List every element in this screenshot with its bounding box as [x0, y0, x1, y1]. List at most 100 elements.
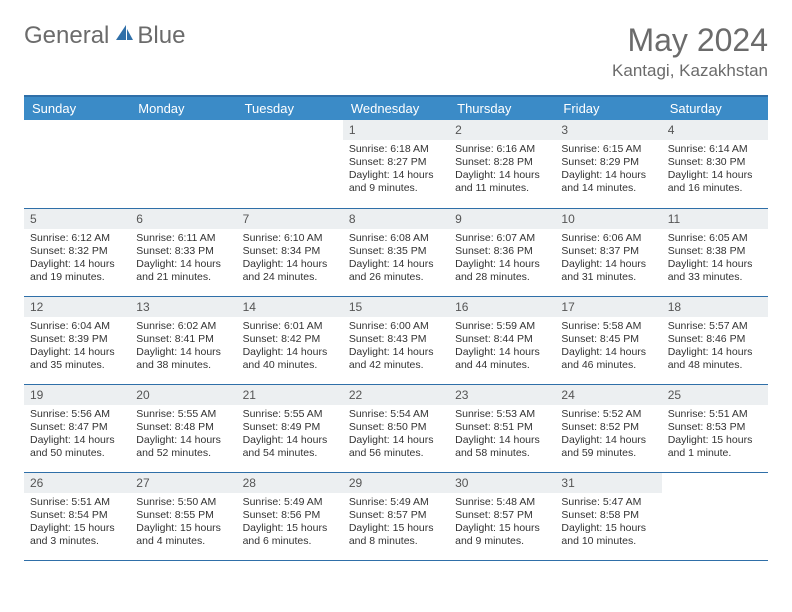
calendar-cell: 16Sunrise: 5:59 AMSunset: 8:44 PMDayligh…: [449, 296, 555, 384]
calendar-cell: 12Sunrise: 6:04 AMSunset: 8:39 PMDayligh…: [24, 296, 130, 384]
calendar-body: 1Sunrise: 6:18 AMSunset: 8:27 PMDaylight…: [24, 120, 768, 560]
calendar-cell: [237, 120, 343, 208]
weekday-header: Friday: [555, 96, 661, 120]
day-number: 28: [237, 473, 343, 493]
day-number: 3: [555, 120, 661, 140]
day-details: Sunrise: 5:50 AMSunset: 8:55 PMDaylight:…: [130, 493, 236, 553]
day-details: Sunrise: 5:59 AMSunset: 8:44 PMDaylight:…: [449, 317, 555, 377]
title-block: May 2024 Kantagi, Kazakhstan: [612, 22, 768, 81]
day-number: 27: [130, 473, 236, 493]
calendar-cell: 9Sunrise: 6:07 AMSunset: 8:36 PMDaylight…: [449, 208, 555, 296]
day-number: 18: [662, 297, 768, 317]
day-details: Sunrise: 5:47 AMSunset: 8:58 PMDaylight:…: [555, 493, 661, 553]
day-number: 9: [449, 209, 555, 229]
day-details: Sunrise: 5:56 AMSunset: 8:47 PMDaylight:…: [24, 405, 130, 465]
day-details: Sunrise: 6:18 AMSunset: 8:27 PMDaylight:…: [343, 140, 449, 200]
day-number: 29: [343, 473, 449, 493]
month-title: May 2024: [612, 22, 768, 59]
day-number: 26: [24, 473, 130, 493]
calendar-cell: 27Sunrise: 5:50 AMSunset: 8:55 PMDayligh…: [130, 472, 236, 560]
header: General Blue May 2024 Kantagi, Kazakhsta…: [24, 22, 768, 81]
day-number: 6: [130, 209, 236, 229]
day-details: Sunrise: 6:11 AMSunset: 8:33 PMDaylight:…: [130, 229, 236, 289]
day-details: Sunrise: 5:49 AMSunset: 8:57 PMDaylight:…: [343, 493, 449, 553]
day-details: Sunrise: 5:54 AMSunset: 8:50 PMDaylight:…: [343, 405, 449, 465]
day-details: Sunrise: 5:55 AMSunset: 8:48 PMDaylight:…: [130, 405, 236, 465]
day-details: Sunrise: 6:00 AMSunset: 8:43 PMDaylight:…: [343, 317, 449, 377]
calendar-cell: 20Sunrise: 5:55 AMSunset: 8:48 PMDayligh…: [130, 384, 236, 472]
day-details: Sunrise: 6:07 AMSunset: 8:36 PMDaylight:…: [449, 229, 555, 289]
weekday-header: Thursday: [449, 96, 555, 120]
day-details: Sunrise: 5:49 AMSunset: 8:56 PMDaylight:…: [237, 493, 343, 553]
calendar-cell: 17Sunrise: 5:58 AMSunset: 8:45 PMDayligh…: [555, 296, 661, 384]
calendar-cell: 4Sunrise: 6:14 AMSunset: 8:30 PMDaylight…: [662, 120, 768, 208]
day-details: Sunrise: 6:06 AMSunset: 8:37 PMDaylight:…: [555, 229, 661, 289]
weekday-header: Wednesday: [343, 96, 449, 120]
day-number: 1: [343, 120, 449, 140]
calendar-cell: 2Sunrise: 6:16 AMSunset: 8:28 PMDaylight…: [449, 120, 555, 208]
day-number: 5: [24, 209, 130, 229]
day-details: Sunrise: 5:52 AMSunset: 8:52 PMDaylight:…: [555, 405, 661, 465]
sail-icon: [109, 22, 137, 50]
calendar-row: 1Sunrise: 6:18 AMSunset: 8:27 PMDaylight…: [24, 120, 768, 208]
day-details: Sunrise: 6:02 AMSunset: 8:41 PMDaylight:…: [130, 317, 236, 377]
day-number: 30: [449, 473, 555, 493]
calendar-cell: 21Sunrise: 5:55 AMSunset: 8:49 PMDayligh…: [237, 384, 343, 472]
day-number: 19: [24, 385, 130, 405]
calendar-cell: 5Sunrise: 6:12 AMSunset: 8:32 PMDaylight…: [24, 208, 130, 296]
day-number: 4: [662, 120, 768, 140]
day-details: Sunrise: 6:16 AMSunset: 8:28 PMDaylight:…: [449, 140, 555, 200]
day-details: Sunrise: 6:01 AMSunset: 8:42 PMDaylight:…: [237, 317, 343, 377]
day-number: 22: [343, 385, 449, 405]
brand-logo: General Blue: [24, 22, 185, 50]
calendar-cell: 7Sunrise: 6:10 AMSunset: 8:34 PMDaylight…: [237, 208, 343, 296]
calendar-cell: 24Sunrise: 5:52 AMSunset: 8:52 PMDayligh…: [555, 384, 661, 472]
brand-part1: General: [24, 22, 109, 50]
day-number: 7: [237, 209, 343, 229]
day-details: Sunrise: 5:58 AMSunset: 8:45 PMDaylight:…: [555, 317, 661, 377]
weekday-header: Monday: [130, 96, 236, 120]
day-number: 15: [343, 297, 449, 317]
calendar-cell: [130, 120, 236, 208]
calendar-head: SundayMondayTuesdayWednesdayThursdayFrid…: [24, 96, 768, 120]
day-details: Sunrise: 6:08 AMSunset: 8:35 PMDaylight:…: [343, 229, 449, 289]
day-number: 14: [237, 297, 343, 317]
day-number: 25: [662, 385, 768, 405]
calendar-row: 12Sunrise: 6:04 AMSunset: 8:39 PMDayligh…: [24, 296, 768, 384]
calendar-cell: [662, 472, 768, 560]
calendar-cell: 10Sunrise: 6:06 AMSunset: 8:37 PMDayligh…: [555, 208, 661, 296]
calendar-cell: 6Sunrise: 6:11 AMSunset: 8:33 PMDaylight…: [130, 208, 236, 296]
day-details: Sunrise: 6:05 AMSunset: 8:38 PMDaylight:…: [662, 229, 768, 289]
weekday-header: Sunday: [24, 96, 130, 120]
day-number: 24: [555, 385, 661, 405]
weekday-header: Saturday: [662, 96, 768, 120]
day-number: 21: [237, 385, 343, 405]
calendar-cell: 29Sunrise: 5:49 AMSunset: 8:57 PMDayligh…: [343, 472, 449, 560]
day-number: 11: [662, 209, 768, 229]
day-details: Sunrise: 5:51 AMSunset: 8:53 PMDaylight:…: [662, 405, 768, 465]
day-details: Sunrise: 6:15 AMSunset: 8:29 PMDaylight:…: [555, 140, 661, 200]
calendar-cell: 26Sunrise: 5:51 AMSunset: 8:54 PMDayligh…: [24, 472, 130, 560]
day-details: Sunrise: 5:51 AMSunset: 8:54 PMDaylight:…: [24, 493, 130, 553]
day-number: 10: [555, 209, 661, 229]
calendar-cell: 31Sunrise: 5:47 AMSunset: 8:58 PMDayligh…: [555, 472, 661, 560]
calendar-cell: 11Sunrise: 6:05 AMSunset: 8:38 PMDayligh…: [662, 208, 768, 296]
day-details: Sunrise: 5:53 AMSunset: 8:51 PMDaylight:…: [449, 405, 555, 465]
calendar-cell: 8Sunrise: 6:08 AMSunset: 8:35 PMDaylight…: [343, 208, 449, 296]
day-details: Sunrise: 5:57 AMSunset: 8:46 PMDaylight:…: [662, 317, 768, 377]
calendar-cell: 25Sunrise: 5:51 AMSunset: 8:53 PMDayligh…: [662, 384, 768, 472]
calendar-row: 26Sunrise: 5:51 AMSunset: 8:54 PMDayligh…: [24, 472, 768, 560]
day-number: 17: [555, 297, 661, 317]
day-details: Sunrise: 6:12 AMSunset: 8:32 PMDaylight:…: [24, 229, 130, 289]
calendar-cell: 28Sunrise: 5:49 AMSunset: 8:56 PMDayligh…: [237, 472, 343, 560]
day-number: 20: [130, 385, 236, 405]
day-number: 12: [24, 297, 130, 317]
day-number: 31: [555, 473, 661, 493]
location: Kantagi, Kazakhstan: [612, 61, 768, 81]
day-details: Sunrise: 6:10 AMSunset: 8:34 PMDaylight:…: [237, 229, 343, 289]
day-details: Sunrise: 5:55 AMSunset: 8:49 PMDaylight:…: [237, 405, 343, 465]
day-details: Sunrise: 6:14 AMSunset: 8:30 PMDaylight:…: [662, 140, 768, 200]
calendar-cell: 22Sunrise: 5:54 AMSunset: 8:50 PMDayligh…: [343, 384, 449, 472]
calendar-cell: 3Sunrise: 6:15 AMSunset: 8:29 PMDaylight…: [555, 120, 661, 208]
day-details: Sunrise: 5:48 AMSunset: 8:57 PMDaylight:…: [449, 493, 555, 553]
